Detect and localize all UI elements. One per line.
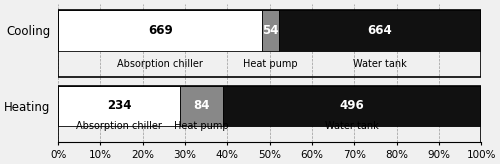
Text: Heat pump: Heat pump [174,121,229,131]
Bar [278,10,481,51]
Text: Heat pump: Heat pump [243,59,298,69]
Bar [224,86,481,126]
Bar [58,86,180,126]
Text: 84: 84 [194,99,210,112]
Text: Water tank: Water tank [326,121,379,131]
Text: 496: 496 [340,99,364,112]
Text: Absorption chiller: Absorption chiller [76,121,162,131]
Bar [180,86,224,126]
Text: 664: 664 [368,24,392,37]
Text: 669: 669 [148,24,172,37]
Text: Water tank: Water tank [353,59,406,69]
Bar [58,10,262,51]
Text: 234: 234 [106,99,131,112]
Bar [262,10,278,51]
Text: 54: 54 [262,24,278,37]
Text: Absorption chiller: Absorption chiller [117,59,203,69]
